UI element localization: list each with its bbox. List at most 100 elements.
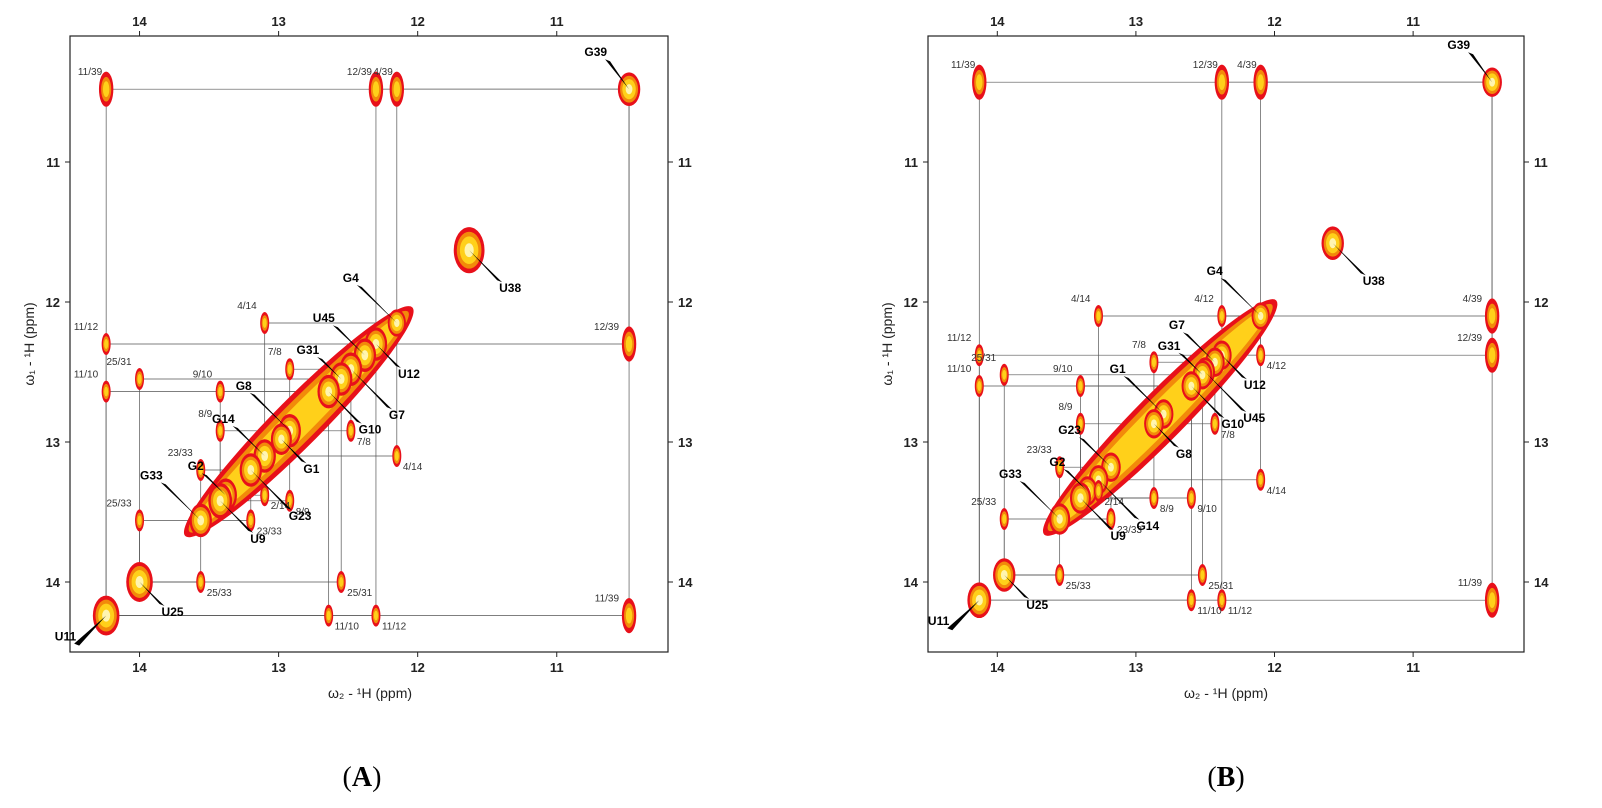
cross-peak [262,490,267,501]
cross-peak-label: 7/8 [268,347,282,358]
assignment-leader [1019,481,1060,519]
assignment-leader [1205,372,1247,412]
cross-peak-label: 4/39 [1463,294,1483,305]
y-tick-label-left: 12 [904,295,918,310]
cross-peak-label: 11/12 [382,622,407,633]
cross-peak-label: 4/39 [1237,60,1257,71]
y-tick-label-right: 11 [1534,155,1548,170]
x-tick-label-top: 12 [410,14,424,29]
cross-peak [1151,493,1156,503]
cross-peak-label: 25/31 [347,588,372,599]
cross-peak [977,381,982,391]
diagonal-assignment-label: G8 [1176,447,1192,461]
cross-peak [1257,74,1264,91]
y-tick-label-right: 13 [678,435,692,450]
cross-peak-label: 12/39 [347,67,372,78]
cross-peak-label: 8/9 [1160,504,1174,515]
cross-peak [1002,369,1007,380]
diagonal-peak [261,450,269,462]
assignment-leader [139,582,165,606]
diagonal-assignment-label: U12 [398,367,420,381]
cross-peak [1108,514,1113,524]
cross-peak-label: 11/12 [74,322,99,333]
cross-peak-label: 11/39 [951,60,976,71]
cross-peak [102,81,110,98]
y-tick-label-right: 11 [678,155,692,170]
cross-peak-label: 9/10 [1197,504,1217,515]
diagonal-peak [1329,238,1337,249]
x-tick-label-top: 11 [550,14,564,29]
y-tick-label-left: 13 [46,435,60,450]
cross-peak-label: 11/39 [1458,578,1483,589]
cross-peak-label: 25/31 [107,357,132,368]
diagonal-peak [361,350,369,361]
assignment-leader [332,325,365,356]
diagonal-assignment-label: U38 [1363,274,1385,288]
assignment-leader [605,59,630,90]
cross-peak [1096,311,1101,321]
cross-peak [287,364,292,375]
cross-peak [1002,514,1007,524]
assignment-leader [317,357,342,379]
cross-peak [198,577,203,587]
cross-peak [1219,311,1224,321]
diagonal-assignment-label: G10 [359,423,382,437]
diagonal-assignment-label: U38 [499,281,521,295]
cross-peak [1258,350,1263,361]
y-tick-label-left: 14 [904,575,919,590]
cross-peak-label: 25/31 [1208,581,1233,592]
cross-peak [1488,308,1496,324]
cross-peak [104,386,109,397]
x-tick-label-top: 13 [271,14,285,29]
cross-peak-label: 7/8 [357,437,371,448]
diagonal-assignment-label: U9 [250,532,266,546]
diagonal-assignment-label: G4 [343,271,359,285]
cross-peak [326,610,331,621]
cross-peak [1219,595,1224,606]
cross-peak [372,81,380,98]
cross-peak-label: 4/39 [373,67,393,78]
y-tick-label-left: 14 [46,575,61,590]
assignment-leader [1332,243,1366,276]
cross-peak-label: 11/10 [335,622,360,633]
diagonal-assignment-label: G14 [1136,519,1159,533]
diagonal-assignment-label: U45 [1243,411,1265,425]
diagonal-assignment-label: G10 [1221,417,1244,431]
y-tick-label-left: 12 [46,295,60,310]
assignment-leader [1098,479,1140,520]
cross-peak [104,339,109,349]
x-tick-label-top: 12 [1267,14,1281,29]
assignment-leader [1221,355,1247,380]
cross-peak [339,577,344,587]
cross-peak-label: 23/33 [168,448,193,459]
cross-peak-label: 11/12 [947,333,972,344]
x-tick-label-bottom: 12 [410,660,424,675]
panel-b-spectrum: 14 14 13 13 12 12 11 11 11 11 12 12 13 13 14 14 ω₂ - ¹H … [879,14,1549,701]
diagonal-assignment-label: U25 [1026,598,1048,612]
diagonal-assignment-label: G14 [212,412,235,426]
diagonal-assignment-label: G39 [584,45,607,59]
cross-peak [218,425,223,436]
y-tick-label-right: 12 [1534,295,1548,310]
cross-peak-label: 11/39 [595,594,620,605]
y-axis-title: ω₁ - ¹H (ppm) [879,302,895,385]
diagonal-assignment-label: U45 [313,311,335,325]
cross-peak [262,318,267,328]
diagonal-assignment-label: G23 [1058,423,1081,437]
cross-peak [1218,74,1226,91]
plot-frame [69,35,669,653]
cross-peak [287,495,292,506]
panel-label-b: (B) [1207,762,1244,793]
cross-peak-label: 7/8 [1132,340,1146,351]
cross-peak [625,607,633,624]
diagonal-assignment-label: G1 [1110,362,1126,376]
diagonal-assignment-label: G2 [1049,455,1065,469]
x-axis-title: ω₂ - ¹H (ppm) [1184,685,1268,701]
y-tick-label-left: 11 [904,155,918,170]
assignment-leader [469,250,503,283]
cross-peak-label: 4/14 [403,462,423,473]
x-tick-label-bottom: 11 [1406,660,1420,675]
assignment-leader [356,285,397,323]
assignment-leader [947,600,980,631]
